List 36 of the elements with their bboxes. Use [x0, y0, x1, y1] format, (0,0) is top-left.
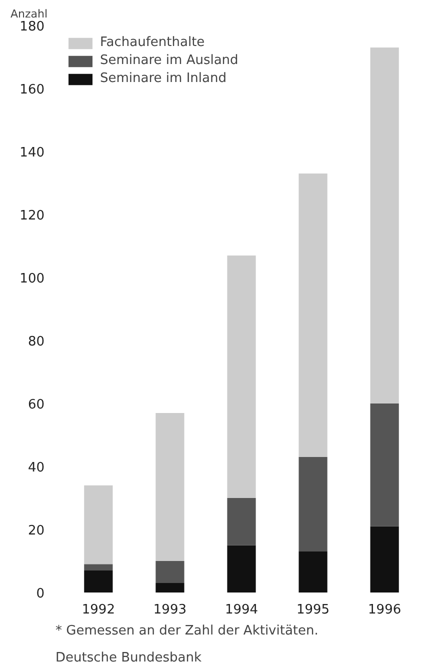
y-tick-label: 100 — [20, 272, 45, 286]
y-tick-label: 80 — [28, 334, 45, 350]
bar — [370, 404, 399, 526]
text: Deutsche Bundesbank — [56, 650, 202, 666]
x-tick-label: 1993 — [153, 602, 187, 618]
legend-label: Seminare im Inland — [100, 71, 226, 86]
x-tick-label: 1995 — [296, 602, 330, 618]
y-tick-label: 140 — [20, 146, 45, 160]
y-tick-label: 160 — [20, 82, 45, 98]
bar — [298, 552, 328, 592]
bar — [370, 526, 399, 592]
bar — [156, 583, 184, 592]
legend-label: Fachaufenthalte — [100, 35, 205, 50]
y-axis-title: Anzahl — [10, 8, 48, 20]
y-tick-label: 0 — [36, 586, 45, 602]
bar — [227, 255, 256, 498]
bar — [156, 412, 184, 561]
bar — [84, 564, 113, 570]
bar — [84, 485, 113, 564]
bar — [298, 174, 328, 458]
y-tick-label: 20 — [28, 524, 45, 538]
x-tick-label: 1996 — [368, 602, 402, 618]
x-tick-label: 1992 — [82, 602, 115, 618]
text: * Gemessen an der Zahl der Aktivitäten. — [56, 624, 318, 638]
y-tick-label: 120 — [20, 208, 45, 224]
bar — [227, 498, 256, 546]
y-tick-label: 180 — [20, 20, 45, 34]
bar — [298, 457, 328, 552]
bar — [156, 561, 184, 584]
legend-label: Seminare im Ausland — [100, 53, 238, 68]
y-tick-label: 40 — [28, 460, 45, 476]
y-tick-label: 60 — [28, 398, 45, 412]
bar — [227, 545, 256, 592]
bar — [370, 48, 399, 404]
bar — [84, 570, 113, 592]
x-tick-label: 1994 — [224, 602, 258, 618]
